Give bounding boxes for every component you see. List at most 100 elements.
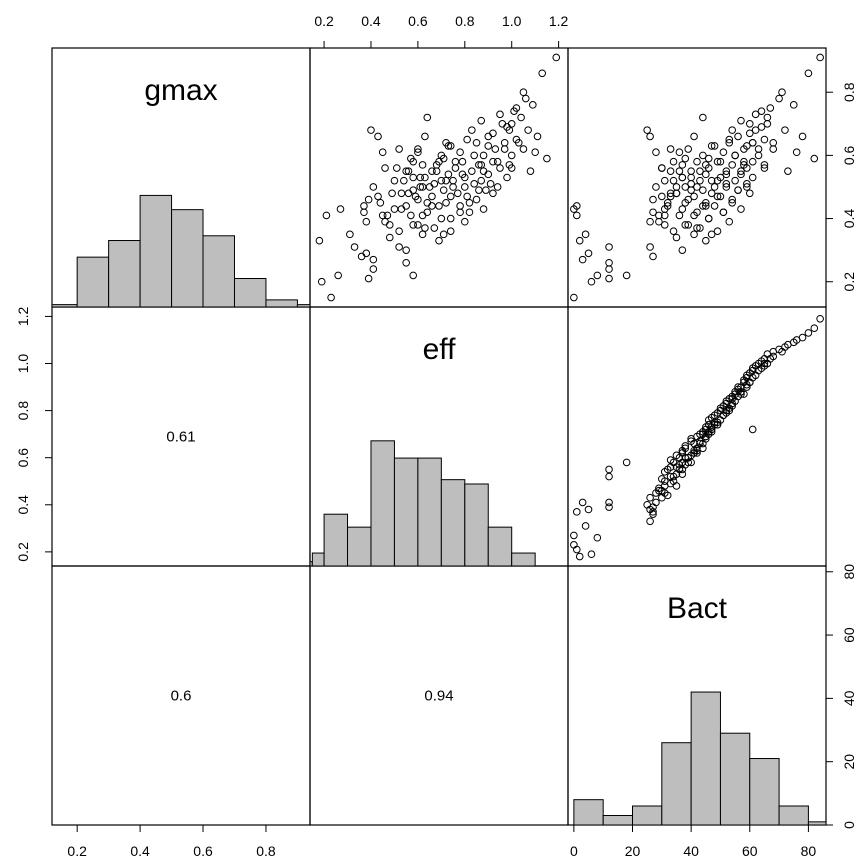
scatter-point: [696, 224, 704, 232]
correlation-value: 0.94: [424, 688, 453, 705]
axis-tick-label: 0.6: [841, 145, 857, 165]
scatter-point: [760, 164, 769, 172]
scatter-point: [722, 167, 731, 175]
scatter-point: [646, 493, 654, 502]
scatter-point: [404, 189, 413, 198]
scatter-point: [477, 176, 486, 185]
scatter-point: [374, 132, 382, 141]
axes: 0.2 0.4 0.6 0.8 1.0 1.2 0.2 0.4 0.6 0.8 0.2 0.4 0.6 0…: [15, 13, 857, 859]
scatter-point: [710, 142, 719, 150]
scatter-point: [346, 230, 354, 239]
histogram-bar: [602, 815, 634, 826]
scatter-point: [493, 183, 502, 191]
axis-tick-label: 40: [841, 690, 857, 706]
scatter-point: [587, 277, 596, 286]
scatter-point: [743, 180, 751, 188]
scatter-point: [388, 189, 396, 198]
scatter-point: [816, 53, 824, 62]
scatter-point: [486, 180, 495, 188]
scatter-point: [816, 314, 824, 323]
scatter-point: [369, 265, 378, 273]
scatter-point: [397, 189, 406, 198]
scatter-point: [731, 151, 739, 160]
scatter-point: [704, 154, 713, 163]
scatter-point: [660, 211, 669, 220]
scatter-point: [425, 183, 434, 191]
axis-tick-label: 80: [801, 843, 817, 859]
scatter-point: [766, 104, 775, 112]
scatter-point: [740, 390, 748, 398]
scatter-point: [649, 503, 657, 511]
scatter-point: [475, 161, 483, 169]
scatter-point: [390, 205, 399, 213]
scatter-point: [678, 458, 687, 467]
axis-tick-label: 0.6: [193, 843, 213, 859]
scatter-point: [737, 116, 745, 125]
scatter-point: [395, 145, 403, 153]
scatter-point: [430, 224, 439, 232]
scatter-point: [792, 336, 801, 344]
scatter-point: [531, 148, 539, 157]
scatter-point: [503, 173, 511, 182]
scatter-point: [737, 205, 745, 213]
scatter-point: [693, 224, 701, 232]
scatter-point: [675, 167, 684, 175]
scatter-point: [778, 88, 786, 97]
scatter-point: [593, 533, 602, 542]
scatter-point: [439, 186, 448, 194]
scatter-point: [699, 186, 707, 194]
scatter-point: [543, 154, 551, 163]
scatter-point: [456, 148, 464, 157]
scatter-point: [690, 230, 698, 239]
scatter-point: [584, 505, 593, 514]
scatter-point: [760, 135, 769, 144]
scatter-point: [713, 227, 722, 235]
scatter-point: [593, 271, 602, 280]
scatter-point: [414, 148, 422, 157]
scatter-point: [449, 176, 457, 185]
scatter-point: [690, 192, 698, 201]
scatter-point: [605, 243, 613, 251]
histogram-bar: [573, 799, 604, 826]
scatter-point: [493, 157, 502, 166]
scatter-point: [383, 211, 392, 220]
scatter-point: [669, 176, 678, 185]
scatter-point: [763, 120, 772, 128]
scatter-point: [529, 101, 537, 109]
scatter-point: [570, 541, 578, 549]
scatter-point: [381, 164, 389, 172]
scatter-point: [760, 359, 769, 368]
scatter-point: [696, 439, 704, 448]
scatter-point: [681, 444, 690, 453]
scatter-point: [757, 107, 766, 115]
scatter-point: [472, 138, 481, 147]
scatter-point: [707, 189, 716, 198]
axis-tick-label: 0.2: [841, 272, 857, 292]
histogram-bar: [202, 235, 235, 308]
scatter-point: [663, 198, 672, 207]
histogram-bar: [347, 526, 372, 567]
axis-tick-label: 1.0: [502, 13, 522, 29]
axis-tick-label: 0.6: [408, 13, 428, 29]
scatter-point: [519, 88, 528, 97]
scatter-point: [526, 167, 535, 175]
scatter-point: [646, 517, 654, 526]
scatter-point: [414, 145, 422, 153]
scatter-point: [652, 183, 660, 191]
scatter-point: [722, 170, 731, 179]
scatter-point: [575, 552, 584, 561]
scatter-point: [392, 164, 401, 172]
scatter-point: [484, 142, 493, 150]
scatter-point: [378, 148, 387, 157]
scatter-point: [519, 145, 528, 153]
scatter-point: [655, 486, 663, 495]
scatter-point: [552, 53, 561, 62]
scatter-point: [446, 142, 455, 150]
scatter-point: [675, 148, 684, 157]
scatter-point: [390, 176, 399, 185]
histogram-bar: [487, 526, 513, 567]
scatter-point: [678, 161, 687, 169]
scatter-point: [737, 167, 745, 175]
scatter-point: [446, 227, 455, 235]
axis-tick-label: 0.4: [841, 209, 857, 229]
